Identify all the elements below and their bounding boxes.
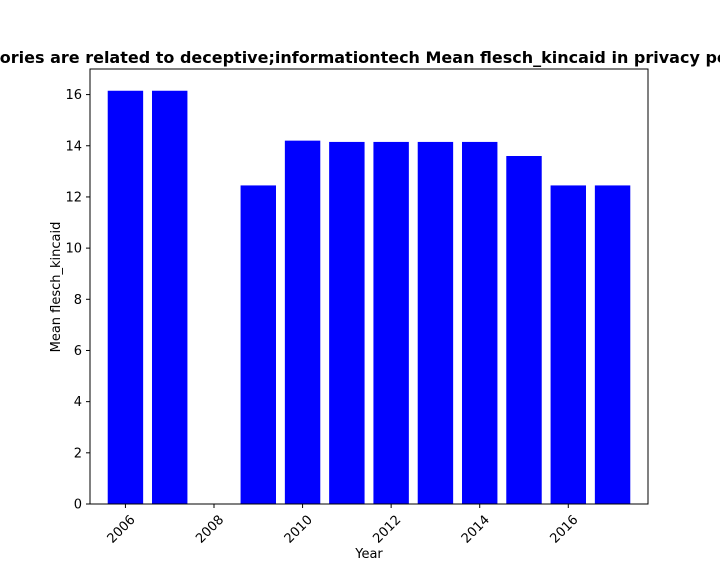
bar-2013 bbox=[417, 141, 454, 505]
y-tick-label: 4 bbox=[74, 395, 82, 410]
bar-2014 bbox=[462, 141, 498, 505]
chart-title: tories are related to deceptive;informat… bbox=[0, 48, 720, 67]
bars-group bbox=[107, 90, 631, 505]
y-tick-label: 10 bbox=[65, 242, 82, 257]
y-tick-label: 16 bbox=[65, 88, 82, 103]
bar-2015 bbox=[506, 156, 542, 504]
y-tick-label: 12 bbox=[65, 190, 82, 205]
y-tick-label: 6 bbox=[74, 344, 82, 359]
bar-2006 bbox=[107, 90, 144, 504]
bar-2007 bbox=[152, 90, 188, 504]
x-tick-label: 2014 bbox=[459, 513, 493, 547]
y-axis-ticks: 0 2 4 6 8 10 12 14 16 bbox=[65, 88, 90, 513]
x-tick-label: 2006 bbox=[105, 513, 139, 547]
plot-frame bbox=[89, 68, 649, 505]
y-tick-label: 14 bbox=[65, 139, 82, 154]
x-axis-ticks: 2006 2008 2010 2012 2014 2016 bbox=[105, 504, 581, 547]
x-axis-label: Year bbox=[354, 547, 383, 562]
bar-2012 bbox=[373, 141, 409, 505]
bar-2009 bbox=[240, 185, 276, 505]
x-tick-label: 2016 bbox=[547, 513, 581, 547]
bar-2016 bbox=[550, 185, 586, 505]
bar-2010 bbox=[284, 140, 321, 504]
y-axis-label: Mean flesch_kincaid bbox=[49, 222, 64, 353]
y-tick-label: 0 bbox=[74, 498, 82, 513]
bar-2011 bbox=[329, 141, 365, 505]
y-tick-label: 2 bbox=[74, 446, 82, 461]
x-tick-label: 2012 bbox=[370, 513, 404, 547]
x-tick-label: 2010 bbox=[282, 513, 316, 547]
y-tick-label: 8 bbox=[74, 293, 82, 308]
bar-2017 bbox=[594, 185, 631, 505]
x-tick-label: 2008 bbox=[193, 513, 227, 547]
